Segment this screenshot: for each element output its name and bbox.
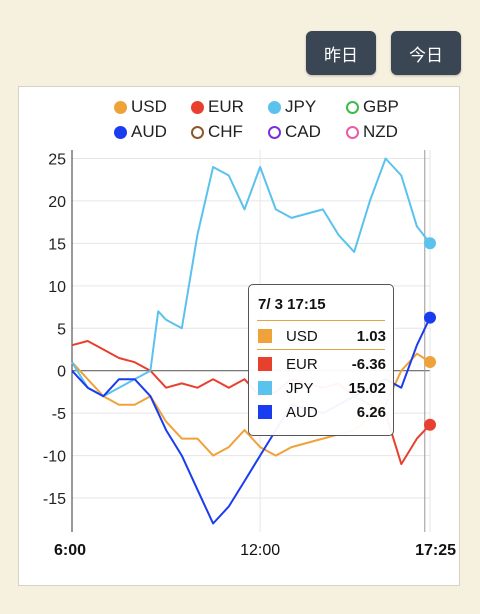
y-tick-label: -5 (52, 406, 66, 423)
tooltip-separator (257, 320, 385, 321)
legend-dot-eur (191, 100, 204, 114)
series-line-jpy (71, 157, 431, 398)
y-tick-label: 10 (48, 279, 66, 296)
legend-label-chf: CHF (208, 122, 243, 141)
legend-dot-chf (191, 125, 204, 139)
tooltip-separator (257, 349, 385, 350)
tooltip-value-jpy: 15.02 (348, 379, 386, 397)
x-tick-label: 6:00 (54, 542, 86, 559)
y-tick-label: 15 (48, 236, 66, 253)
yesterday-button[interactable]: 昨日 (306, 31, 376, 75)
x-tick-label: 17:25 (415, 542, 456, 559)
y-tick-label: 0 (57, 364, 66, 381)
series-end-point-eur (424, 418, 436, 431)
tooltip-row-eur: EUR -6.36 (258, 353, 386, 375)
legend-label-aud: AUD (131, 122, 167, 141)
tooltip-row-usd: USD 1.03 (258, 325, 386, 347)
y-tick-label: -15 (43, 491, 66, 508)
legend-dot-jpy (268, 100, 281, 114)
y-tick-label: 5 (57, 321, 66, 338)
today-button[interactable]: 今日 (391, 31, 461, 75)
series-end-point-aud (424, 311, 436, 324)
tooltip-label-eur: EUR (286, 355, 318, 373)
legend-item-nzd[interactable]: NZD (346, 121, 398, 143)
tooltip-swatch-aud (258, 405, 272, 419)
legend-item-cad[interactable]: CAD (268, 121, 321, 143)
legend-item-chf[interactable]: CHF (191, 121, 243, 143)
chart-tooltip: 7/ 3 17:15 USD 1.03 EUR -6.36 JPY 15.02 … (248, 284, 394, 436)
tooltip-swatch-usd (258, 329, 272, 343)
legend-dot-cad (268, 125, 281, 139)
legend-label-gbp: GBP (363, 97, 399, 116)
legend-item-jpy[interactable]: JPY (268, 96, 316, 118)
legend-label-nzd: NZD (363, 122, 398, 141)
legend-dot-gbp (346, 100, 359, 114)
tooltip-row-aud: AUD 6.26 (258, 401, 386, 423)
tooltip-label-jpy: JPY (286, 379, 314, 397)
tooltip-title: 7/ 3 17:15 (258, 296, 326, 313)
tooltip-swatch-jpy (258, 381, 272, 395)
legend-label-eur: EUR (208, 97, 244, 116)
tooltip-label-aud: AUD (286, 403, 318, 421)
series-end-point-jpy (424, 237, 436, 250)
legend-item-eur[interactable]: EUR (191, 96, 244, 118)
y-tick-label: -10 (43, 449, 66, 466)
tooltip-swatch-eur (258, 357, 272, 371)
legend-dot-aud (114, 125, 127, 139)
y-tick-label: 25 (48, 151, 66, 168)
tooltip-value-eur: -6.36 (351, 355, 386, 373)
legend-item-usd[interactable]: USD (114, 96, 167, 118)
legend-label-usd: USD (131, 97, 167, 116)
tooltip-value-usd: 1.03 (356, 327, 386, 345)
y-tick-label: 20 (48, 194, 66, 211)
legend-dot-nzd (346, 125, 359, 139)
series-end-point-usd (424, 355, 436, 368)
x-tick-label: 12:00 (240, 542, 280, 559)
legend-dot-usd (114, 100, 127, 114)
tooltip-row-jpy: JPY 15.02 (258, 377, 386, 399)
legend-item-gbp[interactable]: GBP (346, 96, 399, 118)
tooltip-label-usd: USD (286, 327, 318, 345)
tooltip-value-aud: 6.26 (356, 403, 386, 421)
legend-item-aud[interactable]: AUD (114, 121, 167, 143)
legend-label-cad: CAD (285, 122, 321, 141)
legend-label-jpy: JPY (285, 97, 317, 116)
